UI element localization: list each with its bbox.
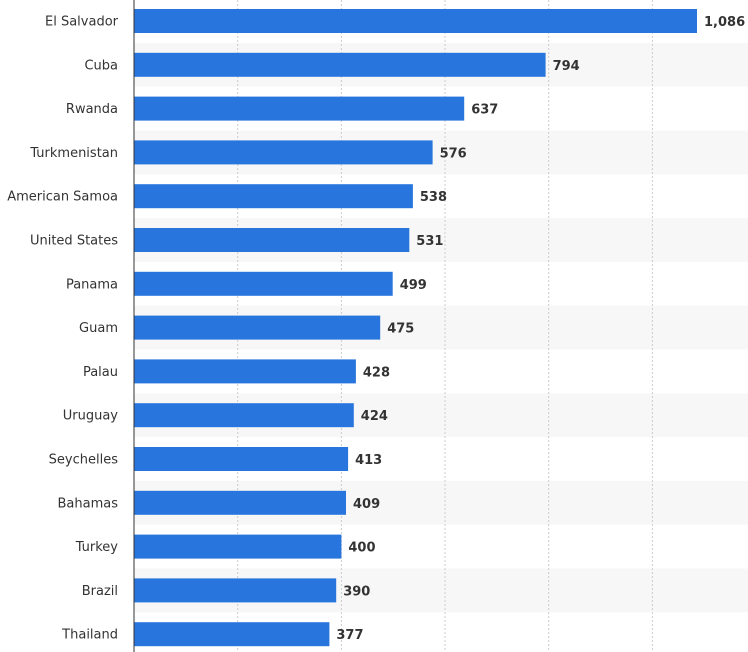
value-labels: 1,086 794 637 576 538 531 499 475 428 424 413 409 40…	[336, 15, 745, 643]
bar	[134, 534, 342, 559]
category-label: Uruguay	[63, 409, 119, 424]
category-label: Seychelles	[49, 453, 119, 468]
bar	[134, 96, 465, 121]
bar	[134, 622, 330, 647]
category-label: El Salvador	[45, 15, 119, 30]
value-label: 499	[400, 278, 427, 293]
bar	[134, 359, 356, 384]
category-label: American Samoa	[7, 190, 118, 205]
value-label: 1,086	[704, 15, 745, 30]
category-label: United States	[30, 234, 118, 249]
category-labels: El Salvador Cuba Rwanda Turkmenistan America…	[7, 15, 118, 643]
bar	[134, 271, 393, 296]
value-label: 576	[440, 146, 467, 161]
value-label: 400	[348, 541, 375, 556]
value-label: 413	[355, 453, 382, 468]
value-label: 390	[343, 584, 370, 599]
bar	[134, 490, 346, 515]
bar	[134, 228, 410, 252]
bars	[134, 9, 697, 647]
category-label: Thailand	[61, 628, 118, 643]
value-label: 377	[336, 628, 363, 643]
value-label: 475	[387, 322, 414, 337]
category-label: Bahamas	[58, 496, 119, 511]
value-label: 538	[420, 190, 447, 205]
value-label: 637	[471, 103, 498, 118]
category-label: Brazil	[82, 584, 118, 599]
category-label: Panama	[66, 277, 118, 292]
category-label: Palau	[83, 365, 118, 380]
bar	[134, 403, 354, 428]
category-label: Guam	[79, 321, 118, 336]
value-label: 428	[363, 365, 390, 380]
value-label: 531	[416, 234, 443, 249]
bar	[134, 184, 413, 209]
value-label: 424	[361, 409, 388, 424]
bar	[134, 447, 349, 471]
bar	[134, 9, 697, 33]
category-label: Rwanda	[66, 102, 118, 117]
bar	[134, 52, 546, 77]
bar	[134, 140, 433, 165]
bar	[134, 578, 337, 603]
category-label: Turkey	[75, 540, 119, 555]
bar	[134, 315, 381, 340]
value-label: 409	[353, 497, 380, 512]
category-label: Turkmenistan	[29, 146, 118, 161]
value-label: 794	[553, 59, 580, 74]
category-label: Cuba	[84, 58, 118, 73]
